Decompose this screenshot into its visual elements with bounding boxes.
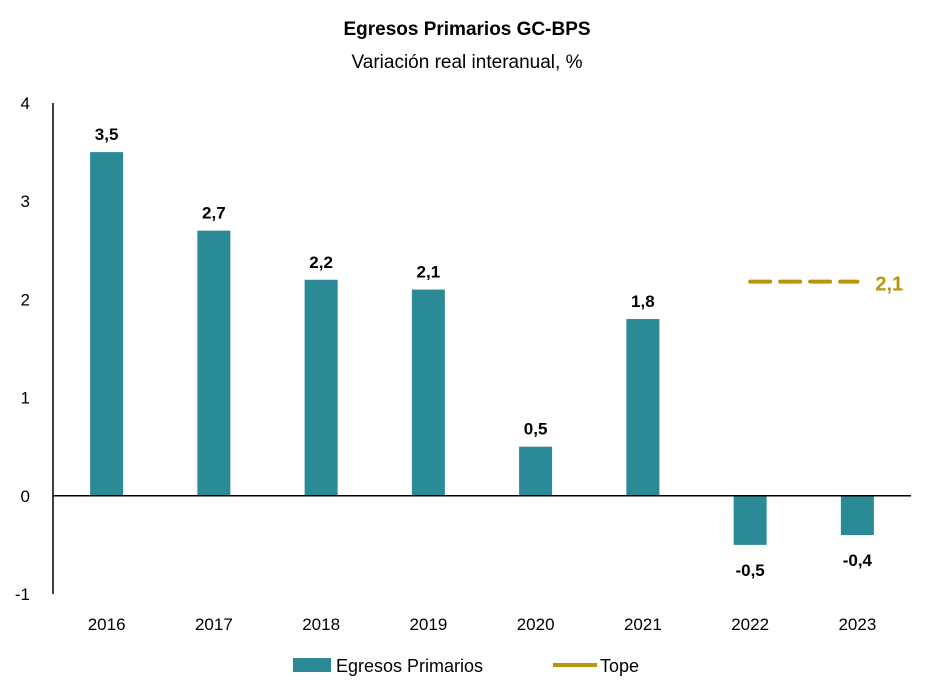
y-tick-label: 4 [21,94,30,113]
x-tick-label: 2016 [88,615,126,634]
chart-subtitle: Variación real interanual, % [352,52,583,73]
legend-swatch-egresos [293,658,331,672]
tope-label: 2,1 [875,274,903,296]
y-tick-label: 1 [21,389,30,408]
data-label-2016: 3,5 [95,125,119,144]
y-tick-label: 2 [21,290,30,309]
x-tick-label: 2017 [195,615,233,634]
legend-label-egresos: Egresos Primarios [336,656,483,676]
data-label-2022: -0,5 [735,561,764,580]
bar-2020 [519,446,553,496]
x-tick-label: 2023 [838,615,876,634]
plot-area: 4 3 2 1 0 -1 3,5 2016 2,7 2017 2,2 2018 2,1 2019 0,5 20… [15,94,911,634]
legend: Egresos Primarios Tope [293,656,639,676]
bar-2018 [304,279,338,496]
x-tick-label: 2021 [624,615,662,634]
x-tick-label: 2020 [517,615,555,634]
data-label-2019: 2,1 [417,263,441,282]
y-tick-label: 3 [21,192,30,211]
bar-2022 [733,495,767,545]
chart-title: Egresos Primarios GC-BPS [343,19,590,40]
data-label-2018: 2,2 [309,253,333,272]
data-label-2021: 1,8 [631,292,655,311]
bar-2016 [90,152,124,496]
y-tick-label: 0 [21,487,30,506]
x-tick-label: 2018 [302,615,340,634]
bar-2017 [197,230,231,496]
y-tick-label: -1 [15,585,30,604]
bar-2019 [411,289,445,496]
x-tick-label: 2019 [409,615,447,634]
data-label-2020: 0,5 [524,420,548,439]
bar-2023 [840,495,874,536]
data-label-2023: -0,4 [843,551,873,570]
bar-2021 [626,319,660,496]
data-label-2017: 2,7 [202,204,226,223]
x-tick-label: 2022 [731,615,769,634]
legend-label-tope: Tope [600,656,639,676]
